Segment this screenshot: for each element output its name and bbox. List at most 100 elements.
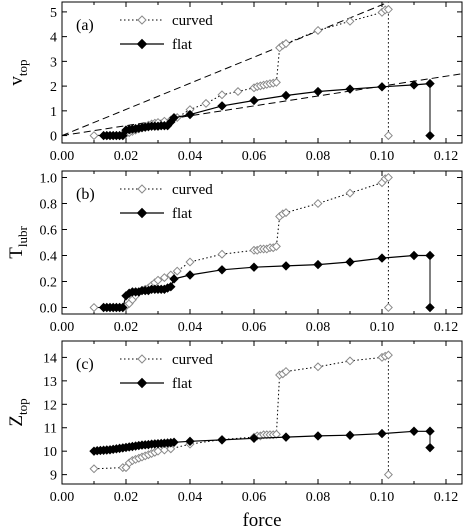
legend-marker-curved bbox=[137, 354, 147, 364]
data-point-curved bbox=[271, 241, 281, 251]
x-axis-label: force bbox=[242, 510, 281, 530]
y-tick-label: 11 bbox=[44, 422, 57, 437]
legend-marker-flat bbox=[136, 38, 148, 50]
data-point-flat bbox=[425, 250, 435, 261]
x-tick-label: 0.10 bbox=[370, 320, 395, 335]
data-point-flat bbox=[409, 426, 419, 436]
plot-frame bbox=[61, 1, 463, 144]
plot-area bbox=[62, 2, 462, 141]
data-point-flat bbox=[249, 433, 259, 443]
data-point-curved bbox=[153, 275, 163, 285]
data-point-flat bbox=[425, 78, 435, 89]
x-tick-label: 0.12 bbox=[434, 149, 459, 164]
data-point-flat bbox=[377, 82, 387, 92]
plot-frame bbox=[61, 340, 463, 485]
legend-marker-curved bbox=[137, 15, 147, 25]
data-point-curved bbox=[313, 362, 323, 372]
y-axis-label: Ztop bbox=[6, 398, 30, 426]
data-point-flat bbox=[217, 435, 227, 445]
data-point-curved bbox=[345, 16, 355, 26]
panel-label: (c) bbox=[76, 356, 94, 373]
x-tick-label: 0.02 bbox=[114, 490, 139, 505]
y-tick-label: 0 bbox=[50, 130, 57, 145]
data-point-flat bbox=[425, 302, 435, 313]
data-point-flat bbox=[313, 431, 323, 441]
data-point-flat bbox=[118, 302, 128, 313]
y-tick-label: 12 bbox=[43, 398, 57, 413]
data-point-curved bbox=[271, 429, 281, 439]
y-tick-label: 10 bbox=[43, 445, 57, 460]
data-point-flat bbox=[169, 113, 179, 123]
data-point-flat bbox=[185, 270, 195, 280]
data-point-flat bbox=[345, 430, 355, 440]
y-tick-label: 0.6 bbox=[40, 224, 58, 239]
x-tick-label: 0.08 bbox=[306, 490, 331, 505]
x-tick-label: 0.08 bbox=[306, 320, 331, 335]
data-point-curved bbox=[217, 90, 227, 100]
y-axis-label-main: T bbox=[6, 247, 27, 259]
data-point-flat bbox=[169, 437, 179, 447]
data-point-curved bbox=[313, 25, 323, 35]
legend-label-curved: curved bbox=[172, 182, 213, 198]
data-point-curved bbox=[89, 131, 99, 141]
panel-1: 0.00 0.02 0.04 0.06 0.08 0.10 0.12 0 1 2 3 4 5 vtop (a… bbox=[6, 1, 463, 164]
x-tick-label: 0.02 bbox=[114, 320, 139, 335]
series-line-curved bbox=[93, 354, 389, 470]
x-tick-label: 0.12 bbox=[434, 490, 459, 505]
reference-line-dashed bbox=[62, 2, 391, 137]
legend-marker-flat bbox=[136, 377, 148, 389]
y-tick-label: 0.2 bbox=[40, 276, 58, 291]
plot-frame bbox=[61, 170, 463, 315]
legend-label-flat: flat bbox=[172, 37, 193, 53]
data-point-flat bbox=[377, 428, 387, 439]
y-axis-label: vtop bbox=[6, 59, 30, 85]
data-point-flat bbox=[185, 109, 195, 120]
data-point-curved bbox=[345, 356, 355, 366]
data-point-curved bbox=[281, 366, 291, 376]
data-point-flat bbox=[169, 274, 179, 284]
x-tick-label: 0.06 bbox=[242, 149, 267, 164]
legend-label-curved: curved bbox=[172, 13, 213, 29]
data-point-flat bbox=[249, 262, 259, 272]
x-tick-label: 0.06 bbox=[242, 320, 267, 335]
data-point-curved bbox=[217, 249, 227, 259]
data-point-curved bbox=[383, 470, 393, 480]
data-point-flat bbox=[249, 95, 259, 106]
x-tick-label: 0.00 bbox=[50, 149, 75, 164]
y-axis-label-main: v bbox=[6, 76, 27, 86]
data-point-curved bbox=[383, 350, 393, 360]
y-tick-label: 5 bbox=[50, 6, 57, 21]
panel-3: 0.00 0.02 0.04 0.06 0.08 0.10 0.12 9 10 11 12 13 14 Z… bbox=[6, 340, 463, 530]
data-point-curved bbox=[271, 77, 281, 87]
data-point-flat bbox=[281, 261, 291, 271]
legend-marker-flat bbox=[136, 207, 148, 219]
data-point-flat bbox=[217, 265, 227, 275]
x-tick-label: 0.10 bbox=[370, 490, 395, 505]
legend-marker-curved bbox=[137, 184, 147, 194]
data-point-flat bbox=[185, 436, 195, 447]
y-axis-label-main: Z bbox=[6, 415, 27, 427]
data-point-curved bbox=[313, 198, 323, 209]
y-tick-label: 14 bbox=[43, 351, 57, 366]
y-tick-label: 3 bbox=[50, 55, 57, 70]
y-tick-label: 9 bbox=[50, 469, 57, 484]
x-tick-label: 0.06 bbox=[242, 490, 267, 505]
data-point-flat bbox=[281, 90, 291, 101]
y-axis-label-sub: lubr bbox=[15, 226, 30, 248]
data-point-flat bbox=[313, 86, 323, 97]
data-point-curved bbox=[345, 188, 355, 198]
x-tick-label: 0.10 bbox=[370, 149, 395, 164]
y-tick-label: 0.8 bbox=[40, 198, 58, 213]
data-point-curved bbox=[383, 131, 393, 141]
data-point-curved bbox=[166, 444, 176, 454]
data-point-flat bbox=[217, 101, 227, 111]
data-point-curved bbox=[233, 87, 243, 97]
data-point-curved bbox=[159, 273, 169, 283]
x-tick-label: 0.00 bbox=[50, 320, 75, 335]
data-point-curved bbox=[185, 257, 195, 267]
y-tick-label: 1 bbox=[50, 105, 57, 120]
x-tick-label: 0.02 bbox=[114, 149, 139, 164]
data-point-curved bbox=[383, 172, 393, 183]
x-tick-label: 0.04 bbox=[178, 490, 203, 505]
data-point-flat bbox=[313, 259, 323, 270]
